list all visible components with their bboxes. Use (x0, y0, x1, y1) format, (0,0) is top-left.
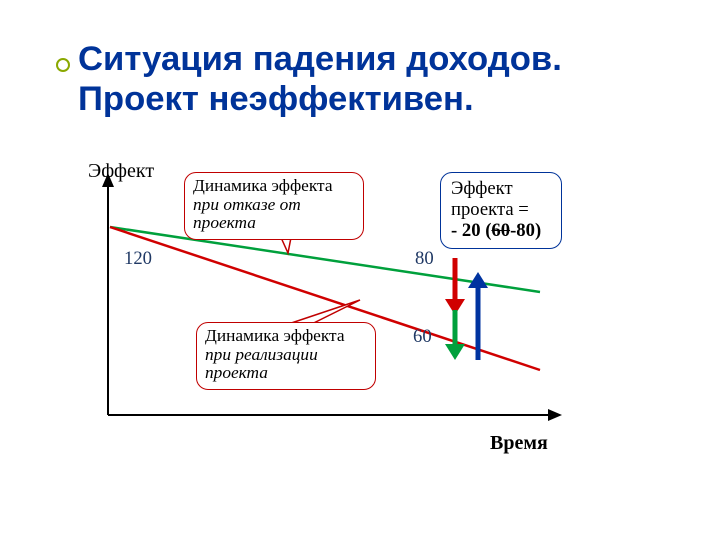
callout-bottom-line1: Динамика эффекта (205, 326, 345, 345)
callout-top-line1: Динамика эффекта (193, 176, 333, 195)
result-box: Эффект проекта = - 20 (60-80) (440, 172, 562, 249)
callout-bottom-line2: при реализации проекта (205, 345, 318, 383)
result-line2: проекта = (451, 199, 529, 220)
callout-tails (0, 0, 720, 540)
result-line3: - 20 (60-80) (451, 220, 541, 241)
result-line1: Эффект (451, 178, 513, 199)
callout-implement-project: Динамика эффекта при реализации проекта (196, 322, 376, 390)
callout-reject-project: Динамика эффекта при отказе от проекта (184, 172, 364, 240)
callout-top-line2: при отказе от проекта (193, 195, 301, 233)
